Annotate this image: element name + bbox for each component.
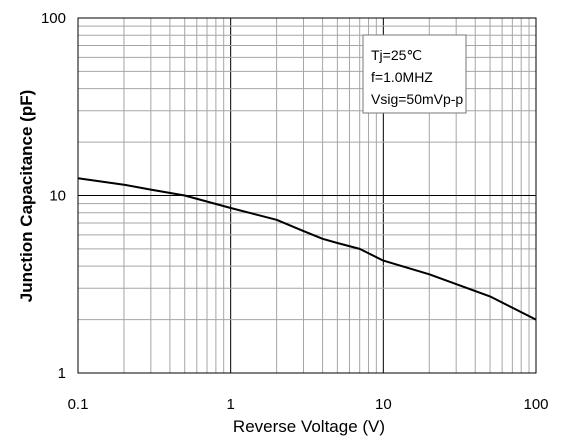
annotation-line-3: Vsig=50mVp-p — [371, 91, 463, 107]
series-line-0 — [77, 177, 537, 321]
y-tick-labels: 1 10 100 — [41, 10, 66, 382]
x-tick-label: 10 — [375, 396, 392, 413]
y-tick-label: 10 — [49, 188, 66, 205]
x-tick-labels: 0.1 1 10 100 — [68, 396, 549, 413]
y-tick-label: 1 — [58, 365, 66, 382]
plot-frame — [77, 17, 537, 374]
y-tick-label: 100 — [41, 10, 66, 27]
annotation-box-frame — [362, 34, 467, 114]
y-axis-title: Junction Capacitance (pF) — [17, 90, 36, 303]
annotation-line-2: f=1.0MHZ — [371, 69, 433, 85]
x-axis-title: Reverse Voltage (V) — [233, 417, 385, 436]
grid — [77, 17, 537, 374]
x-tick-label: 0.1 — [68, 396, 89, 413]
x-tick-label: 100 — [523, 396, 548, 413]
annotation-box: Tj=25℃ f=1.0MHZ Vsig=50mVp-p — [362, 34, 467, 114]
annotation-line-1: Tj=25℃ — [371, 47, 422, 63]
series-layer — [77, 177, 537, 321]
x-tick-label: 1 — [226, 396, 234, 413]
